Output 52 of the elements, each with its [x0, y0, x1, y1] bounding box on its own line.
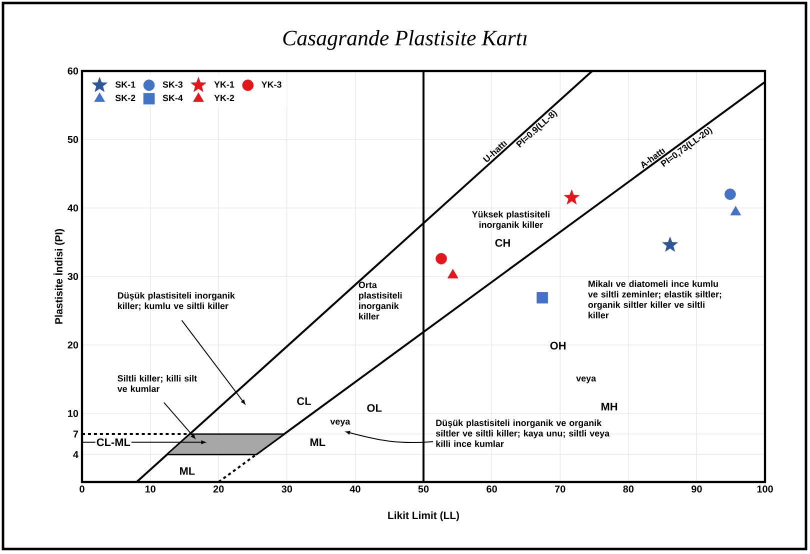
annotation: ML — [310, 438, 326, 446]
legend-label: SK-2 — [115, 94, 136, 102]
point — [662, 236, 678, 252]
y-tick-label: 7 — [73, 430, 78, 438]
y-tick-label: 30 — [68, 272, 78, 280]
x-tick-label: 100 — [757, 486, 773, 493]
legend-label: YK-2 — [214, 94, 234, 102]
x-tick-label: 90 — [692, 486, 702, 493]
legend-label: SK-3 — [162, 81, 183, 88]
annotation: CL — [297, 397, 311, 406]
x-tick-label: 40 — [350, 486, 360, 493]
annotation: OL — [367, 404, 382, 412]
annotation: MH — [602, 402, 618, 410]
annotation: CH — [495, 239, 510, 247]
x-tick-label: 50 — [418, 486, 429, 493]
annotation: Siltli killer; killi silt ve kumlar — [117, 374, 197, 392]
annotation: ML — [180, 467, 195, 475]
y-tick-label: 20 — [68, 341, 78, 349]
y-tick-label: 50 — [68, 136, 78, 144]
y-axis-title: Plastisite İndisi (PI) — [53, 229, 65, 324]
chart-title: Casagrande Plastisite Kartı — [283, 30, 527, 50]
annotation: Düşük plastisiteli inorganik killer; kumlu ve siltli killer — [118, 292, 235, 310]
annotation: CL-ML — [96, 438, 130, 446]
annotation: veya — [330, 420, 350, 426]
annotation: OH — [550, 342, 566, 350]
point — [536, 292, 548, 304]
point — [564, 190, 580, 204]
point — [436, 252, 447, 264]
annotation: Yüksek plastisiteli inorganik killer — [472, 210, 550, 230]
point — [448, 268, 458, 278]
y-tick-label: 60 — [68, 67, 78, 75]
legend-label: SK-1 — [115, 81, 136, 88]
x-tick-label: 80 — [623, 486, 634, 493]
x-tick-label: 60 — [486, 486, 497, 493]
legend-label: YK-3 — [261, 81, 282, 88]
legend-label: YK-1 — [214, 81, 234, 88]
annotation: Mikalı ve diatomeli ince kumlu ve siltli zeminler; elastik siltler; organik siltler killer ve siltli killer — [588, 280, 722, 318]
x-tick-label: 20 — [213, 486, 224, 493]
x-tick-label: 0 — [80, 486, 84, 493]
annotation: veya — [576, 376, 596, 384]
x-tick-label: 10 — [145, 486, 156, 493]
x-axis-title: Likit Limit (LL) — [388, 511, 460, 522]
x-tick-label: 30 — [282, 486, 292, 493]
annotation: Orta plastisiteli inorganik killer — [358, 282, 402, 320]
y-tick-label: 40 — [68, 204, 78, 212]
y-tick-label: 10 — [68, 410, 78, 418]
legend-label: SK-4 — [162, 94, 183, 102]
x-tick-label: 70 — [554, 486, 566, 493]
y-tick-label: 4 — [73, 451, 78, 458]
point — [724, 188, 736, 200]
point — [730, 206, 742, 216]
annotation: Düşük plastisiteli inorganik ve organik siltler ve siltli killer; kaya unu; siltli veya killi ince kumlar — [436, 419, 610, 447]
